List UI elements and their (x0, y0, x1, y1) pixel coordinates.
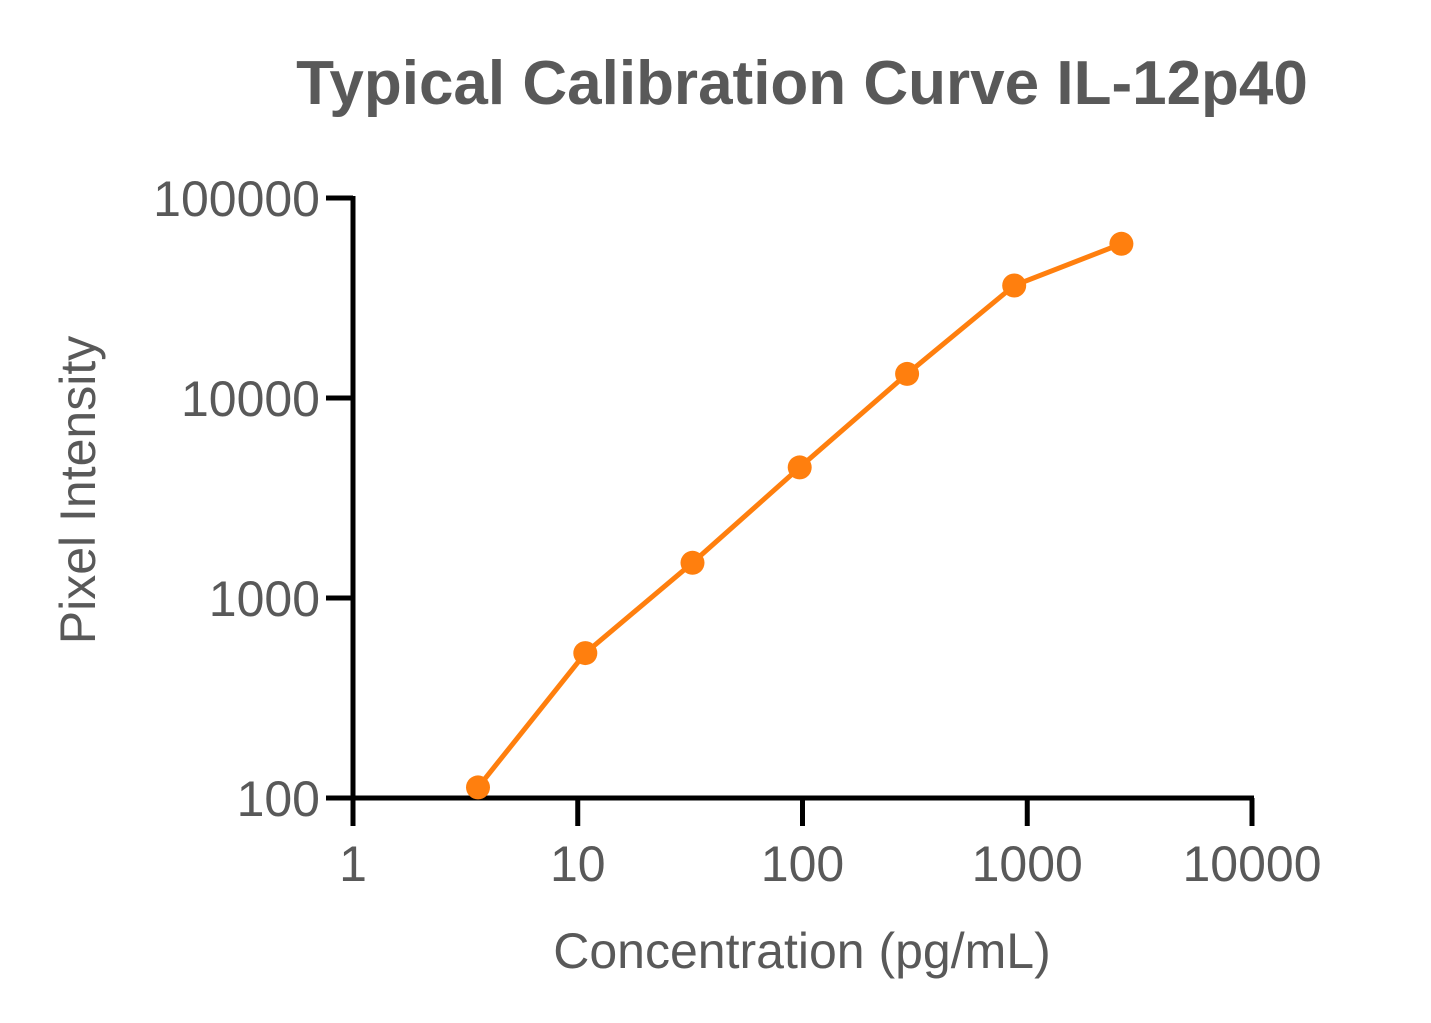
x-tick-label: 1 (339, 836, 367, 892)
data-point (1109, 231, 1134, 256)
data-point (466, 775, 490, 800)
x-tick-label: 10000 (1182, 836, 1321, 892)
data-point (895, 361, 920, 386)
y-axis-ticks: 100 1000 10000 100000 (153, 171, 353, 827)
data-point (680, 550, 705, 575)
y-axis-label: Pixel Intensity (50, 336, 106, 644)
data-point (573, 641, 598, 666)
data-series (466, 231, 1134, 800)
y-tick-label: 100000 (153, 171, 320, 227)
x-tick-label: 10 (550, 836, 606, 892)
data-point (787, 455, 812, 480)
y-tick-label: 1000 (209, 571, 320, 627)
y-tick-label: 10000 (181, 371, 320, 427)
x-axis-label: Concentration (pg/mL) (553, 923, 1050, 979)
x-tick-label: 1000 (972, 836, 1083, 892)
x-tick-label: 100 (761, 836, 844, 892)
chart-title: Typical Calibration Curve IL-12p40 (296, 49, 1308, 118)
x-axis-ticks: 1 10 100 1000 10000 (339, 798, 1322, 892)
series-line (476, 241, 1123, 789)
data-point (1002, 273, 1027, 298)
y-tick-label: 100 (237, 771, 320, 827)
